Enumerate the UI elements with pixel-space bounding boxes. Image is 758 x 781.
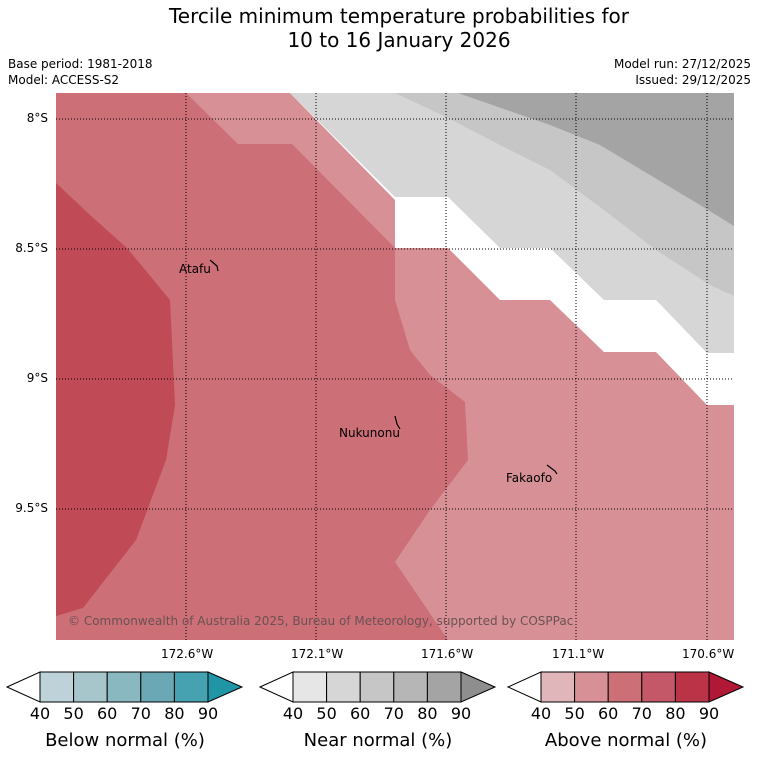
lon-label-171-1w: 171.1°W bbox=[552, 647, 605, 661]
place-label-atafu: Atafu bbox=[179, 262, 211, 276]
chart-title-line2: 10 to 16 January 2026 bbox=[287, 28, 511, 52]
colorbar-above-segment bbox=[540, 671, 576, 703]
colorbar-near-extend-low bbox=[259, 671, 294, 703]
colorbar-below-extend-high bbox=[207, 671, 244, 703]
colorbar-above-normal bbox=[507, 671, 745, 703]
colorbar-above-tick: 40 bbox=[530, 704, 552, 723]
colorbar-above-extend-high bbox=[708, 671, 745, 703]
colorbar-near-segment bbox=[326, 671, 361, 703]
colorbar-label-below-normal: Below normal (%) bbox=[45, 730, 205, 751]
colorbar-near-tick: 80 bbox=[417, 704, 438, 723]
colorbar-below-tick: 90 bbox=[197, 704, 219, 723]
colorbar-below-tick: 70 bbox=[130, 704, 151, 723]
colorbar-near-extend-high bbox=[460, 671, 497, 703]
base-period: Base period: 1981-2018 bbox=[8, 57, 153, 71]
colorbar-below-tick: 40 bbox=[29, 704, 51, 723]
colorbar-above-segment bbox=[641, 671, 676, 703]
colorbar-above-segment bbox=[674, 671, 710, 703]
colorbar-below-segment bbox=[73, 671, 108, 703]
issued-date: Issued: 29/12/2025 bbox=[635, 73, 751, 87]
colorbar-near-tick: 70 bbox=[383, 704, 404, 723]
colorbar-above-extend-low bbox=[507, 671, 542, 703]
colorbar-above-segment bbox=[574, 671, 609, 703]
fakaofo-atoll bbox=[546, 464, 558, 475]
colorbar-below-segment bbox=[106, 671, 142, 703]
lon-label-170-6w: 170.6°W bbox=[682, 647, 735, 661]
map-region-above-70 bbox=[56, 183, 175, 616]
colorbar-near-tick: 90 bbox=[450, 704, 472, 723]
colorbar-below-normal bbox=[6, 671, 244, 703]
colorbar-near-tick: 40 bbox=[282, 704, 304, 723]
colorbar-above-tick: 90 bbox=[698, 704, 720, 723]
colorbar-near-tick: 50 bbox=[316, 704, 337, 723]
colorbar-below-tick: 60 bbox=[97, 704, 118, 723]
atoll-outlines bbox=[209, 259, 558, 475]
lat-label-8-5s: 8.5°S bbox=[15, 241, 48, 255]
colorbar-above-tick: 60 bbox=[598, 704, 619, 723]
colorbar-near-tick: 60 bbox=[350, 704, 371, 723]
lat-label-8s: 8°S bbox=[26, 111, 48, 125]
colorbar-below-segment bbox=[140, 671, 175, 703]
chart-title-line1: Tercile minimum temperature probabilitie… bbox=[168, 4, 630, 28]
colorbar-above-tick: 50 bbox=[564, 704, 585, 723]
nukunonu-atoll bbox=[394, 415, 401, 430]
colorbar-below-tick: 80 bbox=[164, 704, 185, 723]
colorbar-near-segment bbox=[393, 671, 428, 703]
lon-label-172-6w: 172.6°W bbox=[161, 647, 214, 661]
atafu-atoll bbox=[209, 259, 219, 272]
colorbar-label-above-normal: Above normal (%) bbox=[544, 730, 708, 751]
colorbar-above-tick: 70 bbox=[631, 704, 652, 723]
colorbar-near-segment bbox=[359, 671, 395, 703]
model-name: Model: ACCESS-S2 bbox=[8, 73, 120, 87]
colorbar-below-segment bbox=[173, 671, 209, 703]
colorbar-near-segment bbox=[292, 671, 328, 703]
colorbar-above-segment bbox=[607, 671, 643, 703]
lon-label-172-1w: 172.1°W bbox=[291, 647, 344, 661]
colorbar-below-extend-low bbox=[6, 671, 41, 703]
place-label-nukunonu: Nukunonu bbox=[339, 426, 400, 440]
colorbar-below-segment bbox=[39, 671, 75, 703]
colorbar-above-tick: 80 bbox=[665, 704, 686, 723]
colorbar-label-near-normal: Near normal (%) bbox=[303, 730, 453, 751]
place-label-fakaofo: Fakaofo bbox=[506, 471, 553, 485]
lon-label-171-6w: 171.6°W bbox=[421, 647, 474, 661]
copyright-notice: © Commonwealth of Australia 2025, Bureau… bbox=[68, 614, 574, 628]
colorbar-near-segment bbox=[426, 671, 462, 703]
probability-map bbox=[56, 93, 734, 640]
lat-label-9-5s: 9.5°S bbox=[15, 501, 48, 515]
map-region-above-60 bbox=[56, 93, 468, 640]
graticule bbox=[56, 93, 734, 640]
model-run-date: Model run: 27/12/2025 bbox=[613, 57, 751, 71]
colorbar-below-tick: 50 bbox=[63, 704, 84, 723]
colorbar-near-normal bbox=[259, 671, 497, 703]
map-region-near-80 bbox=[458, 93, 734, 226]
lat-label-9s: 9°S bbox=[26, 371, 48, 385]
